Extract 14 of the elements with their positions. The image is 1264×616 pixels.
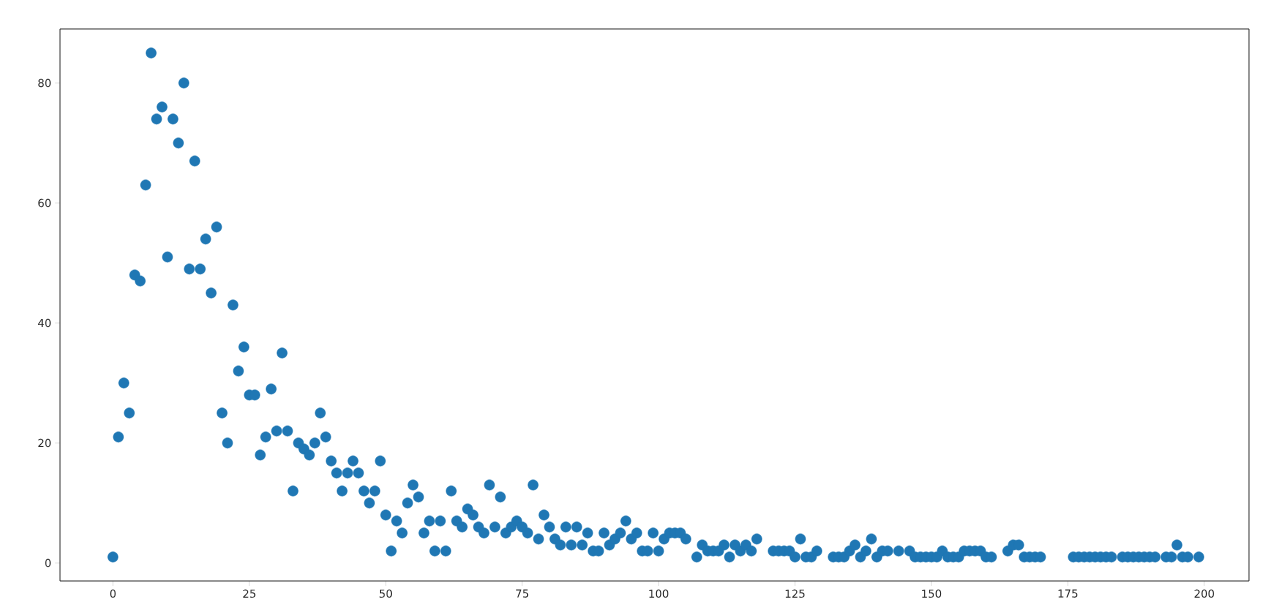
y-tick-label: 0: [45, 558, 51, 568]
x-tick-label: 125: [785, 589, 805, 598]
y-tick-label: 60: [38, 198, 51, 208]
y-tick-label: 20: [38, 438, 51, 448]
x-tick-label: 75: [516, 589, 529, 598]
x-tick-label: 50: [379, 589, 392, 598]
x-tick-label: 200: [1194, 589, 1214, 598]
y-tick-label: 40: [38, 318, 51, 328]
x-tick-label: 25: [243, 589, 256, 598]
x-tick-label: 0: [110, 589, 116, 598]
x-tick-label: 100: [649, 589, 669, 598]
x-tick-label: 175: [1058, 589, 1078, 598]
x-tick-label: 150: [922, 589, 942, 598]
y-tick-label: 80: [38, 78, 51, 88]
